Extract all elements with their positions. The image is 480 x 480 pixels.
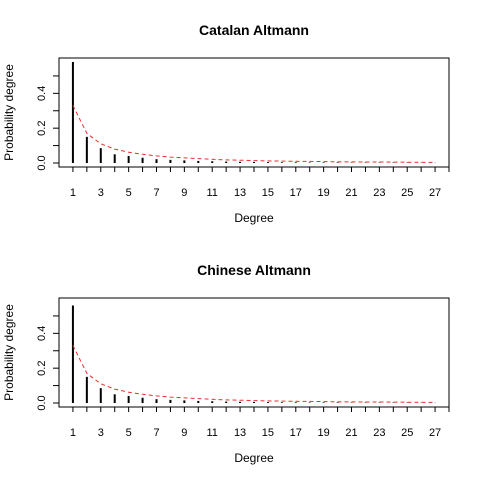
x-tick-label: 9 bbox=[181, 187, 187, 199]
x-tick-label: 27 bbox=[429, 187, 441, 199]
x-tick-label: 19 bbox=[318, 427, 330, 439]
fitted-curve bbox=[72, 105, 436, 163]
x-tick-label: 27 bbox=[429, 427, 441, 439]
x-tick-label: 15 bbox=[262, 187, 274, 199]
chart-title: Catalan Altmann bbox=[199, 22, 309, 38]
y-tick-label: 0.0 bbox=[36, 395, 48, 410]
x-tick-label: 25 bbox=[401, 427, 413, 439]
x-tick-label: 21 bbox=[345, 187, 357, 199]
x-tick-label: 9 bbox=[181, 427, 187, 439]
x-tick-label: 3 bbox=[98, 187, 104, 199]
x-tick-label: 7 bbox=[153, 187, 159, 199]
x-tick-label: 21 bbox=[345, 427, 357, 439]
y-axis-label: Probability degree bbox=[2, 304, 16, 401]
x-axis-label: Degree bbox=[234, 211, 274, 225]
y-tick-label: 0.4 bbox=[36, 326, 48, 341]
chart-title: Chinese Altmann bbox=[197, 262, 311, 278]
plot-frame bbox=[58, 57, 450, 168]
fitted-curve bbox=[72, 345, 436, 403]
x-tick-label: 3 bbox=[98, 427, 104, 439]
x-tick-label: 17 bbox=[290, 427, 302, 439]
x-tick-label: 5 bbox=[126, 427, 132, 439]
plot-frame bbox=[58, 297, 450, 408]
y-axis-label: Probability degree bbox=[2, 64, 16, 161]
x-tick-label: 5 bbox=[126, 187, 132, 199]
x-tick-label: 13 bbox=[234, 427, 246, 439]
x-tick-label: 25 bbox=[401, 187, 413, 199]
x-tick-label: 19 bbox=[318, 187, 330, 199]
x-axis-label: Degree bbox=[234, 451, 274, 465]
x-tick-label: 23 bbox=[373, 427, 385, 439]
x-tick-label: 11 bbox=[207, 187, 218, 199]
x-tick-label: 23 bbox=[373, 187, 385, 199]
y-tick-label: 0.4 bbox=[36, 86, 48, 101]
x-tick-label: 11 bbox=[207, 427, 218, 439]
x-tick-label: 7 bbox=[153, 427, 159, 439]
x-tick-label: 15 bbox=[262, 427, 274, 439]
y-tick-label: 0.0 bbox=[36, 155, 48, 170]
x-tick-label: 1 bbox=[70, 187, 76, 199]
x-tick-label: 1 bbox=[70, 427, 76, 439]
x-tick-label: 13 bbox=[234, 187, 246, 199]
x-tick-label: 17 bbox=[290, 187, 302, 199]
y-tick-label: 0.2 bbox=[36, 121, 48, 136]
y-tick-label: 0.2 bbox=[36, 361, 48, 376]
